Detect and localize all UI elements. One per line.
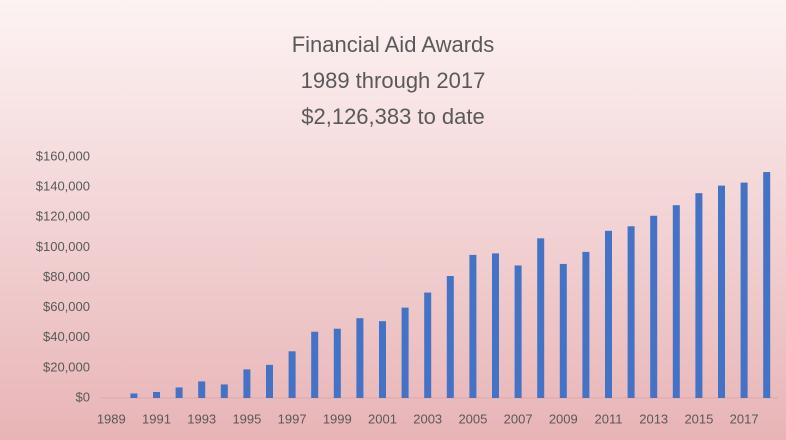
x-tick-label: 2015 bbox=[684, 411, 713, 426]
x-tick-label: 2013 bbox=[639, 411, 668, 426]
y-tick-label: $160,000 bbox=[36, 148, 90, 163]
bar bbox=[672, 205, 680, 398]
bar bbox=[627, 226, 635, 398]
bar bbox=[446, 275, 454, 398]
bar bbox=[243, 369, 251, 398]
x-tick-label: 2001 bbox=[368, 411, 397, 426]
y-tick-label: $0 bbox=[76, 389, 90, 404]
bar bbox=[469, 254, 477, 398]
bar bbox=[311, 331, 319, 398]
bar bbox=[198, 381, 206, 398]
bar bbox=[492, 253, 499, 398]
y-tick-label: $60,000 bbox=[43, 299, 90, 314]
x-tick-label: 2011 bbox=[595, 411, 623, 426]
x-tick-label: 2017 bbox=[730, 411, 759, 426]
x-tick-label: 1997 bbox=[278, 411, 307, 426]
bar bbox=[650, 215, 658, 398]
x-tick-label: 2003 bbox=[413, 411, 442, 426]
x-tick-label: 2009 bbox=[549, 411, 578, 426]
bar bbox=[130, 393, 138, 398]
bar bbox=[175, 387, 183, 398]
y-tick-label: $80,000 bbox=[43, 269, 90, 284]
bar bbox=[356, 318, 364, 398]
y-tick-label: $140,000 bbox=[36, 179, 90, 194]
bar bbox=[763, 172, 771, 398]
chart-subtitle: 1989 through 2017 bbox=[301, 68, 486, 93]
bar bbox=[424, 292, 432, 398]
bar bbox=[379, 321, 386, 398]
x-tick-label: 1995 bbox=[232, 411, 261, 426]
bar bbox=[582, 251, 590, 398]
bar bbox=[695, 193, 703, 398]
bar bbox=[537, 238, 545, 398]
y-tick-label: $40,000 bbox=[43, 329, 90, 344]
chart-title: Financial Aid Awards bbox=[292, 32, 495, 57]
chart-subtitle: $2,126,383 to date bbox=[301, 104, 485, 129]
x-tick-label: 2005 bbox=[458, 411, 487, 426]
bar bbox=[514, 265, 522, 398]
bar bbox=[718, 185, 725, 398]
x-tick-label: 1993 bbox=[187, 411, 216, 426]
bar bbox=[153, 391, 160, 398]
bar bbox=[605, 230, 612, 398]
bar bbox=[333, 328, 341, 398]
bar bbox=[288, 351, 296, 398]
y-tick-label: $100,000 bbox=[36, 239, 90, 254]
y-tick-label: $20,000 bbox=[43, 359, 90, 374]
x-tick-label: 1999 bbox=[323, 411, 352, 426]
x-tick-label: 2007 bbox=[504, 411, 533, 426]
x-tick-label: 1989 bbox=[97, 411, 126, 426]
bar bbox=[401, 307, 409, 398]
bar bbox=[740, 182, 748, 398]
bar bbox=[559, 263, 567, 398]
bar bbox=[266, 364, 273, 398]
bar bbox=[220, 384, 228, 398]
x-tick-label: 1991 bbox=[142, 411, 171, 426]
y-tick-label: $120,000 bbox=[36, 209, 90, 224]
